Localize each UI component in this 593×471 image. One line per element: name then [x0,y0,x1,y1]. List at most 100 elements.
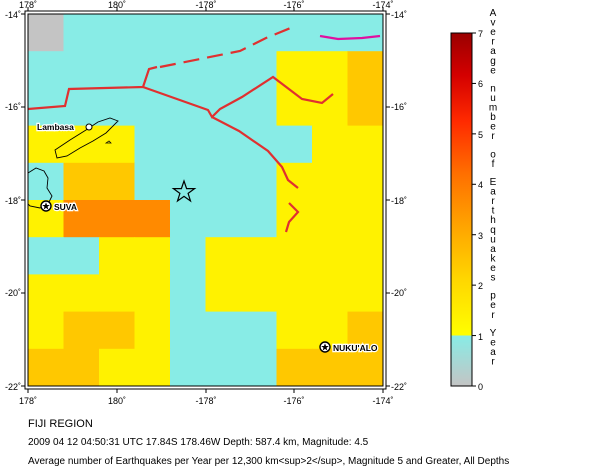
grid-cell [99,348,136,386]
lon-tick-label-bottom: -176˚ [283,396,304,406]
grid-cell [205,162,242,201]
grid-cell [134,51,171,89]
grid-cell [276,311,313,350]
rate-grid [28,14,383,386]
small-island [104,140,112,144]
grid-cell [312,311,349,350]
plate-boundary-line [28,65,158,111]
grid-cell [276,51,313,89]
grid-cell [276,274,313,313]
grid-cell [205,311,242,350]
grid-cell [205,348,242,386]
colorbar-title-char: b [490,112,496,123]
lon-tick-label-top: 178˚ [19,0,37,10]
colorbar-gradient [450,32,473,387]
lat-tick-label-right: -18˚ [391,196,407,206]
grid-cell [205,274,242,313]
grid-cell [276,348,313,386]
colorbar-title-char: r [491,131,495,142]
lon-tick-label-top: -178˚ [195,0,216,10]
grid-cell [134,274,171,313]
colorbar-title-char: Y [490,328,497,339]
grid-cell [312,14,349,52]
grid-cell [312,237,349,275]
grid-cell [28,162,65,201]
colorbar-title-char: n [490,83,496,94]
colorbar-title-char: r [491,196,495,207]
vanua-levu-island [54,117,119,159]
place-label: SUVA [54,202,77,212]
grid-cell [28,274,65,313]
grid-cell [241,237,278,275]
lon-tick-label-bottom: -178˚ [195,396,216,406]
colorbar-title-char: r [491,357,495,368]
colorbar-tick-label: 2 [478,281,483,291]
colorbar-title-char: e [490,122,496,133]
grid-cell [134,14,171,52]
lon-tick-label-bottom: 180˚ [108,396,126,406]
grid-cell [312,274,349,313]
grid-cell [63,348,100,386]
grid-cell [63,51,100,89]
star-icon [42,202,50,210]
colorbar-title-char: e [490,263,496,274]
grid-cell [134,200,171,238]
plate-boundary-dashed [159,25,294,69]
place-lambasa: Lambasa [36,121,93,133]
grid-cell [28,348,65,386]
lon-tick-label-bottom: 178˚ [19,396,37,406]
colorbar-title-char: q [490,225,496,236]
grid-cell [63,200,100,238]
grid-cell [241,274,278,313]
grid-cell [99,274,136,313]
grid-cell [63,125,100,164]
grid-cell [276,237,313,275]
grid-cell [28,311,65,350]
colorbar-title-char: s [491,273,496,284]
grid-cell [347,51,383,89]
colorbar-tick-label: 5 [478,130,483,140]
grid-cell [241,348,278,386]
colorbar-title-char: t [492,206,495,217]
colorbar-title-char: A [490,8,497,19]
grid-cell [63,14,100,52]
lon-tick-label-top: -176˚ [283,0,304,10]
colorbar-tick-label: 3 [478,231,483,241]
grid-cell [347,200,383,238]
lat-tick-label-left: -22˚ [5,382,21,392]
grid-cell [312,125,349,164]
grid-cell [99,125,136,164]
grid-cell [347,162,383,201]
plate-boundary-line [284,202,300,233]
grid-cell [99,162,136,201]
grid-cell [28,125,65,164]
grid-cell [63,311,100,350]
colorbar-tick-label: 1 [478,332,483,342]
grid-cell [347,88,383,127]
tick-marks [21,7,390,393]
lon-tick-label-top: 180˚ [108,0,126,10]
grid-cell [63,162,100,201]
lat-tick-label-right: -14˚ [391,10,407,20]
fiji-islands [28,117,119,209]
colorbar-title-char: a [490,187,496,198]
place-nukualofa: NUKU'ALO [319,341,379,354]
grid-cell [99,14,136,52]
grid-cell [170,311,207,350]
grid-cell [134,125,171,164]
grid-cell [99,200,136,238]
grid-cell [312,88,349,127]
grid-cell [170,237,207,275]
grid-cell [170,274,207,313]
colorbar-title-char: e [490,300,496,311]
grid-cell [134,162,171,201]
region-title: FIJI REGION [28,418,93,430]
lat-tick-label-left: -16˚ [5,102,21,112]
colorbar-title-char: k [491,253,497,264]
colorbar-title-char: e [490,65,496,76]
grid-cell [134,348,171,386]
colorbar-title-char: a [490,347,496,358]
colorbar-title-char: a [490,244,496,255]
epicenter-star-icon [171,179,197,203]
